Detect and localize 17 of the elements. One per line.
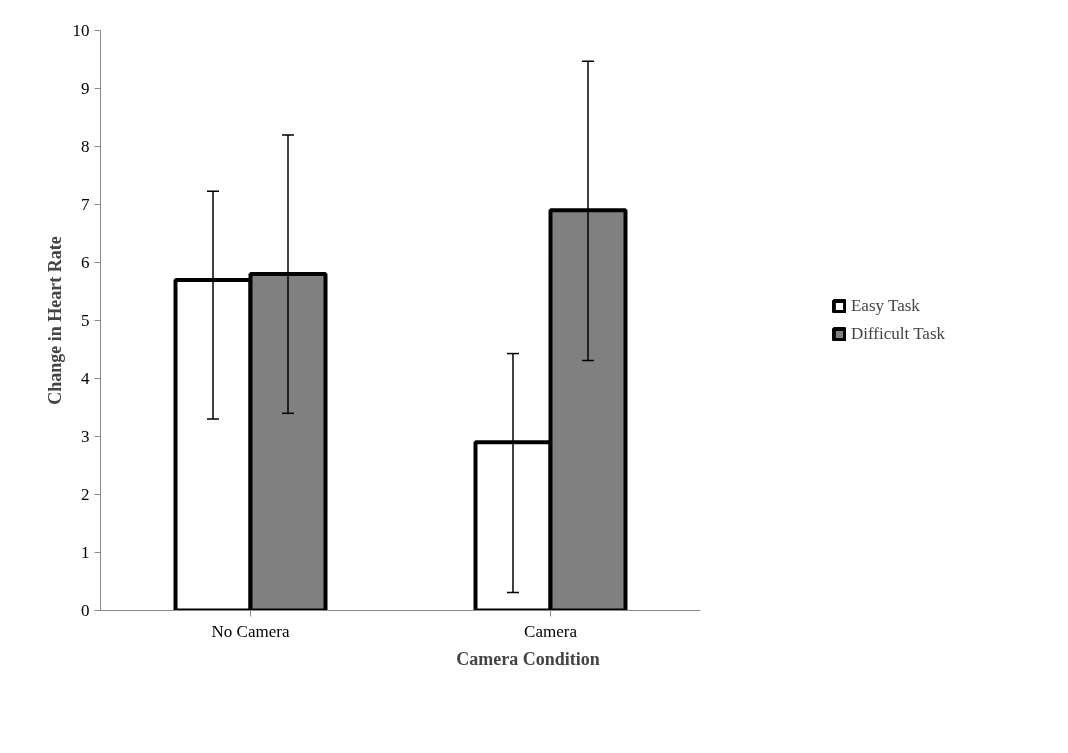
x-tick-label: Camera bbox=[524, 621, 578, 641]
y-tick-label: 6 bbox=[81, 253, 90, 272]
x-axis-title: Camera Condition bbox=[456, 648, 600, 669]
x-tick-label: No Camera bbox=[211, 621, 290, 641]
y-tick-label: 10 bbox=[72, 21, 90, 40]
y-tick-label: 1 bbox=[81, 543, 90, 562]
y-tick-label: 0 bbox=[81, 601, 90, 620]
y-axis-title: Change in Heart Rate bbox=[44, 236, 65, 405]
y-tick-label: 3 bbox=[81, 427, 90, 446]
y-tick-label: 7 bbox=[81, 195, 90, 214]
y-tick-label: 5 bbox=[81, 311, 90, 330]
legend-label: Easy Task bbox=[850, 296, 920, 316]
y-tick-label: 2 bbox=[81, 485, 90, 504]
legend-label: Difficult Task bbox=[850, 324, 945, 344]
y-tick-label: 9 bbox=[81, 79, 90, 98]
y-tick-label: 8 bbox=[81, 137, 90, 156]
y-tick-label: 4 bbox=[81, 369, 90, 388]
